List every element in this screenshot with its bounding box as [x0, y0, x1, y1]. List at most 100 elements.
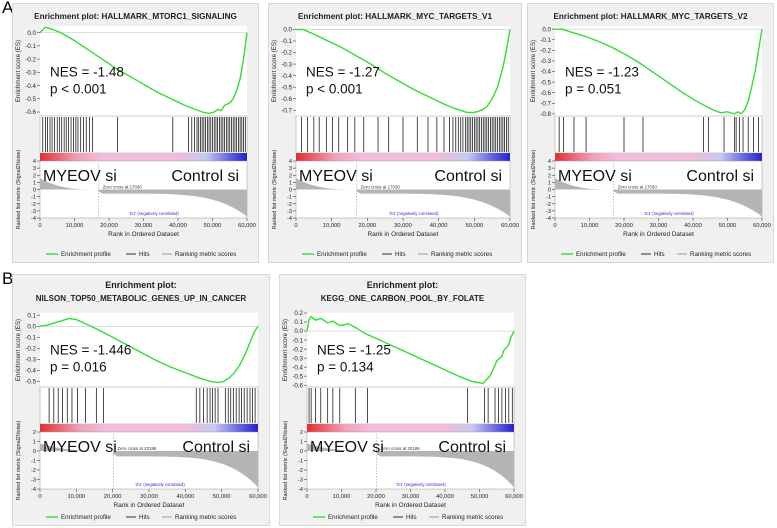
x-axis-label: Rank in Ordered Dataset: [368, 231, 439, 238]
es-tick-label: -0.1: [540, 37, 551, 44]
y-axis-label-es: Enrichment score (ES): [15, 40, 22, 102]
zero-cross-label: Zero cross at 17030: [618, 185, 658, 190]
x-axis-label: Rank in Ordered Dataset: [623, 231, 694, 238]
nes-annotation: NES = -1.446: [50, 342, 131, 357]
x-tick-label: 60,000: [238, 223, 256, 229]
legend-hits-label: Hits: [139, 514, 150, 521]
x-tick-label: 30,000: [650, 223, 668, 229]
legend-hits-label: Hits: [395, 251, 406, 258]
es-tick-label: -0.2: [292, 346, 303, 353]
negative-correlation-label: 'G1' (negatively correlated): [135, 482, 185, 487]
rank-tick-label: 0: [548, 188, 551, 194]
rank-tick-label: 1: [33, 180, 36, 186]
rank-tick-label: 1: [289, 180, 292, 186]
rank-tick-label: -2: [287, 202, 292, 208]
rank-tick-label: -4: [546, 216, 551, 222]
legend-ranking-label: Ranking metric scores: [690, 251, 751, 258]
rank-tick-label: -3: [31, 478, 36, 484]
y-axis-label-es: Enrichment score (ES): [530, 40, 537, 102]
rank-tick-label: 3: [33, 166, 36, 172]
es-tick-label: -0.6: [292, 382, 303, 389]
x-tick-label: 50,000: [465, 223, 483, 229]
rank-tick-label: 1: [300, 440, 303, 446]
rank-tick-label: -2: [298, 468, 303, 474]
rank-tick-label: -4: [31, 487, 36, 493]
x-tick-label: 30,000: [135, 223, 153, 229]
rank-tick-label: -1: [546, 195, 551, 201]
legend-hits-label: Hits: [654, 251, 665, 258]
enrichment-profile-line: [555, 28, 763, 115]
gsea-svg: Enrichment plot: HALLMARK_MTORC1_SIGNALI…: [15, 12, 256, 258]
x-tick-label: 20,000: [104, 494, 122, 500]
x-tick-label: 20,000: [358, 223, 376, 229]
correlation-band: [307, 424, 514, 432]
ranking-metric-area: [296, 173, 510, 217]
legend-profile-label: Enrichment profile: [328, 514, 378, 521]
rank-tick-label: 2: [548, 173, 551, 179]
es-tick-label: -0.3: [25, 70, 36, 77]
es-tick-label: 0.0: [283, 27, 292, 34]
group-label-right: Control si: [438, 439, 506, 456]
rank-tick-label: 2: [33, 173, 36, 179]
es-tick-label: -0.5: [25, 96, 36, 103]
group-label-right: Control si: [686, 168, 754, 185]
es-tick-label: 0.0: [27, 30, 36, 37]
es-tick-label: -0.4: [281, 73, 292, 80]
gsea-plot-mtorc1: Enrichment plot: HALLMARK_MTORC1_SIGNALI…: [12, 3, 259, 263]
es-tick-label: -0.3: [540, 58, 551, 65]
legend-ranking-label: Ranking metric scores: [431, 251, 492, 258]
x-axis-label: Rank in Ordered Dataset: [114, 502, 185, 509]
rank-tick-label: -1: [31, 195, 36, 201]
rank-tick-label: 0: [33, 188, 36, 194]
es-tick-label: -0.1: [25, 334, 36, 341]
x-tick-label: 30,000: [402, 494, 420, 500]
panel-letter-b: B: [2, 269, 14, 288]
nes-annotation: NES = -1.48: [50, 64, 124, 79]
rank-tick-label: 0: [289, 188, 292, 194]
es-tick-label: -0.5: [25, 379, 36, 386]
x-tick-label: 0: [294, 223, 297, 229]
p-value-annotation: p < 0.001: [306, 81, 363, 96]
es-tick-label: -0.4: [25, 368, 36, 375]
gsea-plot-kegg: Enrichment plot: KEGG_ONE_CARBON_POOL_BY_…: [279, 274, 526, 526]
correlation-band: [40, 424, 258, 432]
legend-profile-label: Enrichment profile: [576, 251, 626, 258]
rank-tick-label: -3: [546, 209, 551, 215]
x-tick-label: 0: [38, 494, 41, 500]
x-tick-label: 60,000: [505, 494, 523, 500]
enrichment-profile-line: [306, 315, 515, 385]
chart-title: Enrichment plot: HALLMARK_MYC_TARGETS_V1: [298, 12, 493, 21]
hits-panel: [306, 386, 515, 425]
rank-tick-label: -1: [287, 195, 292, 201]
legend-profile-label: Enrichment profile: [317, 251, 367, 258]
es-tick-label: 0.0: [542, 26, 551, 33]
x-tick-label: 50,000: [204, 223, 222, 229]
group-label-left: MYEOV si: [43, 168, 117, 185]
x-tick-label: 0: [553, 223, 556, 229]
x-axis-label: Rank in Ordered Dataset: [375, 502, 446, 509]
x-tick-label: 40,000: [684, 223, 702, 229]
rank-tick-label: -2: [31, 468, 36, 474]
gsea-svg: Enrichment plot: HALLMARK_MYC_TARGETS_V2…: [530, 12, 771, 258]
x-tick-label: 50,000: [471, 494, 489, 500]
y-axis-label-es: Enrichment score (ES): [282, 319, 289, 381]
group-label-left: MYEOV si: [43, 439, 117, 456]
es-tick-label: -0.7: [281, 107, 292, 114]
rank-tick-label: 2: [300, 430, 303, 436]
x-tick-label: 50,000: [719, 223, 737, 229]
nes-annotation: NES = -1.23: [565, 64, 639, 79]
rank-tick-label: -3: [298, 478, 303, 484]
rank-tick-label: -2: [546, 202, 551, 208]
zero-cross-label: Zero cross at 20186: [117, 446, 157, 451]
es-tick-label: -0.4: [540, 69, 551, 76]
rank-tick-label: 4: [548, 159, 551, 165]
x-tick-label: 60,000: [753, 223, 771, 229]
rank-tick-label: -1: [31, 459, 36, 465]
gsea-svg: Enrichment plot: KEGG_ONE_CARBON_POOL_BY_…: [282, 280, 523, 521]
ranking-metric-area: [307, 440, 514, 488]
rank-tick-label: 2: [33, 430, 36, 436]
chart-title: Enrichment plot:: [105, 280, 177, 290]
zero-cross-label: Zero cross at 20186: [381, 446, 421, 451]
hits-panel: [554, 115, 763, 154]
es-tick-label: -0.6: [281, 96, 292, 103]
